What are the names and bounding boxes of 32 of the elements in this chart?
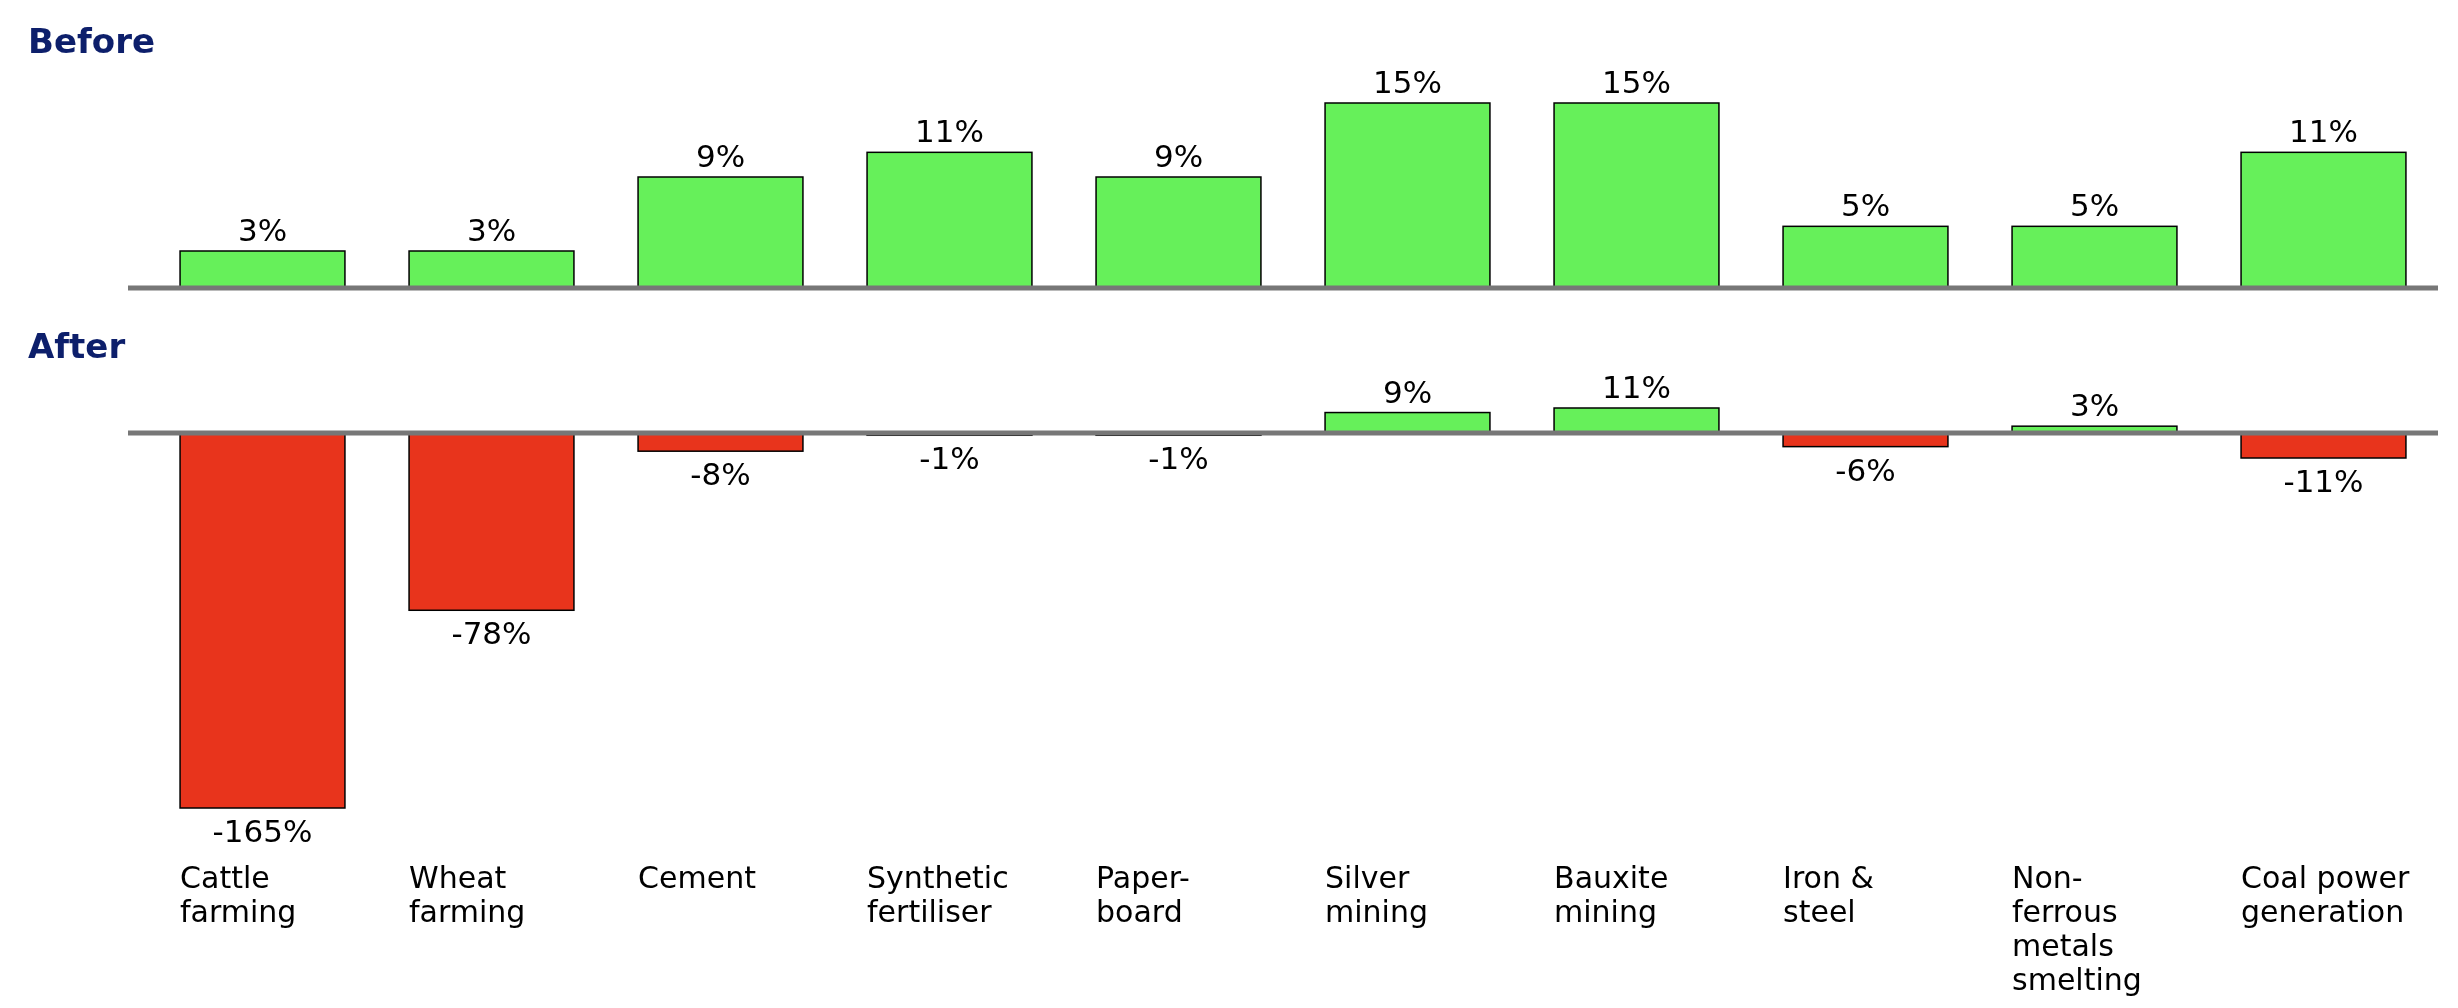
x-tick-label: Cattle farming (180, 860, 297, 929)
data-label: 15% (1602, 64, 1671, 100)
x-tick-label: Non-ferrous metals smelting (2012, 860, 2142, 997)
data-label: 3% (237, 212, 288, 248)
x-tick-label: Bauxite mining (1554, 860, 1669, 929)
data-label: -1% (1148, 440, 1209, 477)
x-tick-label: Synthetic fertiliser (867, 860, 1009, 929)
data-label: 15% (1373, 64, 1442, 100)
data-label: 5% (1840, 187, 1891, 224)
data-label: 3% (466, 212, 517, 248)
x-tick-label: Cement (638, 860, 757, 895)
chart-title: Before (28, 21, 155, 61)
x-tick-label: Paper-board (1096, 860, 1190, 929)
x-tick-label: Wheat farming (409, 860, 526, 929)
data-label: -11% (2283, 463, 2364, 499)
chart-title: After (28, 326, 126, 366)
x-tick-label: Iron & steel (1783, 860, 1874, 929)
data-label: -78% (451, 615, 532, 652)
data-label: 9% (1382, 373, 1433, 410)
data-label: -8% (690, 456, 751, 493)
data-label: 9% (695, 138, 746, 174)
data-label: 3% (2069, 387, 2120, 424)
data-label: -1% (919, 440, 980, 477)
x-tick-label: Silver mining (1325, 860, 1429, 929)
data-label: 11% (915, 113, 984, 150)
data-label: 11% (2289, 113, 2358, 150)
data-label: -6% (1835, 451, 1896, 488)
data-label: 5% (2069, 187, 2120, 224)
x-tick-label: Coal power generation (2241, 860, 2411, 929)
data-label: 9% (1153, 138, 1204, 174)
data-label: 11% (1602, 369, 1671, 405)
data-label: -165% (212, 813, 313, 849)
